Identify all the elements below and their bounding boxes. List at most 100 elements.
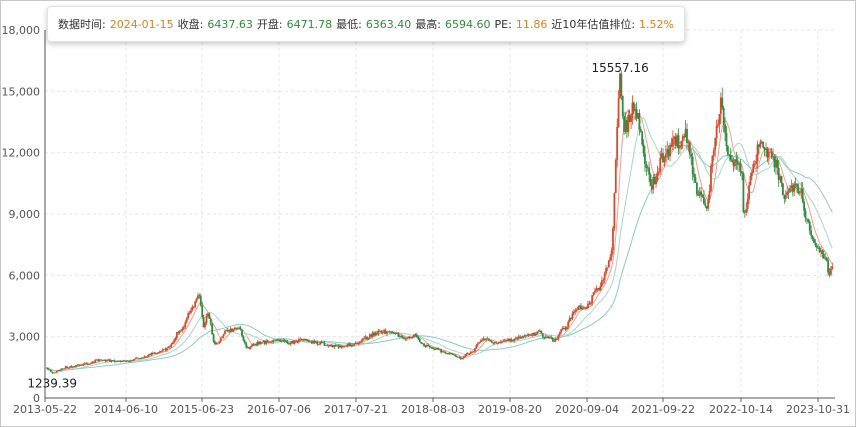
candlestick bbox=[280, 339, 283, 343]
candlestick bbox=[656, 165, 659, 183]
candle-body bbox=[666, 149, 669, 154]
tooltip-low-label: 最低: bbox=[336, 18, 362, 31]
candlestick bbox=[760, 139, 763, 145]
candle-body bbox=[208, 313, 211, 319]
candle-body bbox=[769, 151, 772, 153]
candle-body bbox=[54, 372, 57, 374]
candlestick bbox=[282, 338, 285, 343]
candle-body bbox=[390, 331, 393, 333]
candlestick bbox=[752, 160, 755, 174]
candlestick bbox=[517, 334, 520, 340]
candlestick bbox=[688, 140, 691, 159]
candle-body bbox=[817, 247, 820, 249]
candle-body bbox=[288, 343, 290, 345]
candle-body bbox=[190, 310, 192, 313]
candlestick bbox=[363, 336, 366, 341]
candlestick bbox=[766, 147, 769, 163]
candlestick bbox=[398, 334, 401, 338]
candle-body bbox=[351, 345, 354, 346]
candlestick bbox=[806, 218, 808, 225]
candlestick bbox=[789, 185, 791, 193]
candle-body bbox=[529, 334, 531, 336]
candle-body bbox=[476, 343, 479, 346]
candle-body bbox=[50, 370, 52, 372]
candlestick bbox=[703, 190, 705, 205]
candlestick bbox=[397, 332, 400, 338]
candlestick bbox=[438, 349, 441, 351]
candlestick bbox=[275, 338, 278, 342]
candle-body bbox=[58, 370, 61, 371]
candle-body bbox=[815, 245, 818, 248]
candlestick bbox=[202, 314, 205, 328]
candlestick bbox=[627, 109, 630, 137]
candle-body bbox=[594, 290, 596, 293]
candlestick bbox=[755, 154, 758, 172]
candlestick bbox=[394, 332, 397, 335]
candle-body bbox=[814, 242, 817, 246]
candle-body bbox=[60, 368, 63, 371]
axes bbox=[44, 30, 835, 402]
candle-body bbox=[433, 348, 435, 350]
candlestick bbox=[527, 333, 530, 337]
candlestick bbox=[167, 345, 170, 349]
candlestick bbox=[587, 300, 589, 310]
candlestick bbox=[47, 367, 49, 371]
candle-body bbox=[310, 341, 313, 344]
candle-body bbox=[212, 334, 215, 342]
candle-body bbox=[69, 366, 72, 368]
candle-body bbox=[649, 174, 652, 186]
candle-body bbox=[786, 191, 789, 195]
candle-body bbox=[505, 340, 507, 342]
candlestick bbox=[817, 244, 820, 250]
candle-body bbox=[319, 342, 322, 345]
candle-body bbox=[524, 335, 527, 337]
candle-body bbox=[63, 368, 66, 370]
candlestick bbox=[536, 331, 538, 335]
candlestick bbox=[418, 337, 421, 343]
candlestick bbox=[617, 89, 620, 128]
candlestick bbox=[224, 329, 226, 335]
candle-body bbox=[543, 337, 546, 339]
candlestick bbox=[411, 335, 414, 339]
candle-body bbox=[312, 341, 314, 344]
candlestick bbox=[514, 336, 517, 340]
candle-body bbox=[438, 349, 441, 351]
candlestick bbox=[734, 158, 736, 170]
candle-body bbox=[135, 357, 137, 359]
candlestick bbox=[150, 352, 153, 357]
candle-body bbox=[770, 151, 773, 158]
candlestick bbox=[229, 326, 232, 333]
candle-body bbox=[808, 221, 811, 231]
candlestick bbox=[530, 333, 533, 336]
candlestick bbox=[433, 347, 435, 351]
candle-body bbox=[309, 341, 312, 343]
candle-body bbox=[353, 343, 356, 346]
candle-body bbox=[620, 73, 623, 96]
candle-body bbox=[265, 340, 268, 344]
candle-body bbox=[387, 331, 390, 333]
candle-body bbox=[624, 120, 627, 132]
candlestick bbox=[746, 193, 749, 213]
candle-body bbox=[735, 159, 738, 162]
candle-body bbox=[378, 330, 381, 332]
candlestick bbox=[524, 334, 527, 339]
candlestick bbox=[187, 311, 190, 320]
candlestick bbox=[139, 357, 142, 359]
candle-body bbox=[731, 159, 734, 163]
candlestick bbox=[310, 340, 313, 344]
candle-body bbox=[553, 340, 555, 342]
candlestick bbox=[670, 137, 673, 148]
candle-body bbox=[106, 360, 108, 362]
candlesticks[interactable] bbox=[45, 70, 834, 374]
candle-body bbox=[599, 286, 602, 291]
candlestick bbox=[188, 310, 191, 315]
candle-body bbox=[51, 371, 54, 374]
candlestick bbox=[305, 338, 307, 341]
candle-body bbox=[55, 370, 58, 373]
candlestick bbox=[581, 305, 584, 311]
candlestick bbox=[765, 142, 767, 157]
candle-body bbox=[156, 353, 159, 355]
candlestick bbox=[572, 309, 575, 316]
x-tick-label: 2014-06-10 bbox=[94, 403, 158, 416]
